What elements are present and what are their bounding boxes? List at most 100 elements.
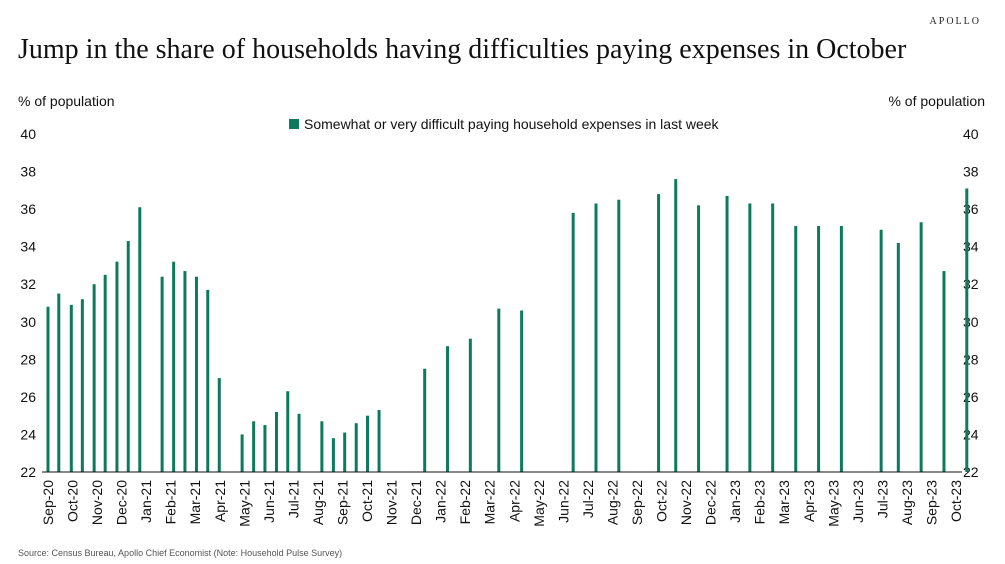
bar	[138, 207, 142, 472]
x-tick-label: Oct-23	[948, 480, 964, 522]
x-tick-label: Jul-23	[874, 480, 890, 518]
x-tick-label: Sep-21	[334, 480, 350, 525]
bar	[942, 271, 946, 472]
x-tick-label: Jun-23	[850, 480, 866, 523]
x-tick-label: Mar-22	[482, 480, 498, 525]
bar	[423, 368, 427, 472]
bar	[103, 274, 107, 472]
bar	[320, 421, 324, 472]
bar	[331, 438, 335, 472]
x-tick-label: May-21	[236, 480, 252, 527]
bar	[879, 229, 883, 472]
x-tick-label: Oct-20	[65, 480, 81, 522]
y-tick-label-left: 26	[20, 389, 36, 405]
bar	[446, 346, 450, 472]
y-tick-label-right: 38	[963, 164, 979, 180]
y-tick-label-left: 36	[20, 201, 36, 217]
bar	[274, 411, 278, 472]
bar	[896, 242, 900, 472]
x-tick-label: May-22	[531, 480, 547, 527]
bar	[183, 271, 187, 472]
x-tick-label: Apr-22	[506, 480, 522, 522]
x-tick-label: Jul-22	[580, 480, 596, 518]
x-tick-label: Nov-20	[89, 480, 105, 525]
brand-logo: APOLLO	[929, 16, 981, 27]
bar	[92, 284, 96, 472]
x-tick-label: Feb-21	[163, 480, 179, 525]
y-tick-label-left: 22	[20, 464, 36, 480]
bar	[794, 226, 798, 472]
y-tick-label-left: 34	[20, 239, 36, 255]
bar	[160, 276, 164, 472]
x-tick-label: Nov-22	[678, 480, 694, 525]
bar	[297, 413, 301, 472]
x-tick-label: Oct-21	[359, 480, 375, 522]
bar	[468, 338, 472, 472]
bar	[194, 276, 198, 472]
legend-swatch	[289, 119, 299, 129]
bar	[343, 432, 347, 472]
y-tick-label-right: 40	[963, 126, 979, 142]
legend-label: Somewhat or very difficult paying househ…	[304, 116, 720, 132]
x-tick-label: Sep-23	[923, 480, 939, 525]
x-tick-label: Feb-22	[457, 480, 473, 525]
y-tick-label-left: 24	[20, 426, 36, 442]
x-tick-label: Apr-23	[801, 480, 817, 522]
bar	[172, 261, 176, 472]
x-tick-label: Jun-21	[261, 480, 277, 523]
x-tick-label: Jan-21	[138, 480, 154, 523]
bar	[571, 212, 575, 472]
bar-series	[46, 179, 969, 473]
bar	[520, 310, 524, 472]
y-tick-label-left: 38	[20, 164, 36, 180]
bar	[69, 304, 73, 472]
x-tick-label: Jan-23	[727, 480, 743, 523]
bar	[674, 179, 678, 473]
bar	[965, 188, 969, 472]
x-tick-label: Mar-23	[776, 480, 792, 525]
bar	[497, 308, 501, 472]
x-tick-label: Aug-22	[604, 480, 620, 525]
legend: Somewhat or very difficult paying househ…	[289, 116, 720, 132]
x-tick-label: Aug-21	[310, 480, 326, 525]
bar	[594, 203, 598, 472]
x-tick-label: Dec-20	[114, 480, 130, 525]
y-axis-label-left: % of population	[18, 93, 115, 109]
x-tick-label: Apr-21	[212, 480, 228, 522]
bar	[725, 195, 729, 472]
bar	[377, 410, 381, 472]
x-tick-label: Mar-21	[187, 480, 203, 525]
bar	[617, 199, 621, 472]
bar	[115, 261, 119, 472]
x-tick-label: Dec-21	[408, 480, 424, 525]
bar	[206, 289, 210, 472]
y-tick-label-left: 32	[20, 276, 36, 292]
y-axis-label-right: % of population	[888, 93, 985, 109]
bar	[126, 241, 130, 472]
bar	[286, 391, 290, 472]
bar	[817, 226, 821, 472]
x-tick-label: Sep-22	[629, 480, 645, 525]
x-tick-label: May-23	[825, 480, 841, 527]
bar	[919, 222, 923, 472]
bar	[771, 203, 775, 472]
chart-title: Jump in the share of households having d…	[18, 34, 907, 65]
x-tick-label: Jan-22	[433, 480, 449, 523]
bar	[657, 194, 661, 473]
bar	[748, 203, 752, 472]
source-note: Source: Census Bureau, Apollo Chief Econ…	[18, 548, 343, 558]
y-axis-left: 22 24 26 28 30 32 34 36 38 40	[20, 126, 36, 480]
y-tick-label-left: 30	[20, 314, 36, 330]
bar	[217, 378, 221, 472]
y-tick-label-left: 28	[20, 351, 36, 367]
x-tick-label: Jul-21	[285, 480, 301, 518]
bar	[57, 293, 61, 472]
x-axis: Sep-20 Oct-20 Nov-20 Dec-20 Jan-21 Feb-21 Mar-…	[40, 480, 964, 527]
bar	[80, 299, 84, 472]
bar	[697, 205, 701, 472]
x-tick-label: Feb-23	[752, 480, 768, 525]
x-tick-label: Oct-22	[654, 480, 670, 522]
bar	[839, 226, 843, 472]
y-tick-label-left: 40	[20, 126, 36, 142]
